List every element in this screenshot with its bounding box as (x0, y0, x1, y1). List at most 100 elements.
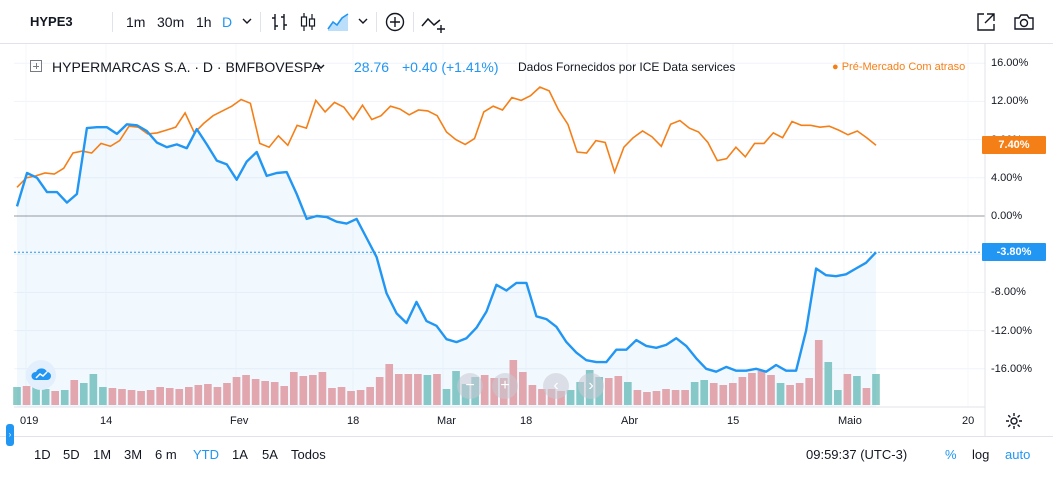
volume-bar (805, 378, 814, 405)
market-status-text: Pré-Mercado Com atraso (841, 61, 966, 73)
y-tick-label: 4.00% (991, 171, 1023, 184)
auto-scale-toggle[interactable]: auto (1005, 447, 1031, 462)
compare-add-icon[interactable] (384, 11, 406, 38)
candles-chart-icon[interactable] (298, 11, 318, 38)
main-value-badge: -3.80% (982, 243, 1046, 262)
volume-bar (118, 389, 126, 405)
x-tick-label: 019 (20, 415, 39, 427)
x-tick-label: 15 (727, 415, 740, 427)
volume-bar (652, 391, 661, 405)
volume-bar (356, 390, 365, 405)
volume-bar (137, 391, 145, 405)
range-ytd[interactable]: YTD (193, 447, 219, 462)
volume-bar (872, 374, 880, 405)
volume-bar (289, 372, 298, 405)
volume-bar (70, 380, 79, 405)
log-scale-toggle[interactable]: log (972, 447, 990, 462)
scroll-left-button[interactable]: ‹ (543, 373, 569, 399)
volume-bar (538, 389, 546, 405)
toolbar-divider (376, 12, 377, 32)
price-change: +0.40 (+1.41%) (402, 59, 499, 75)
camera-icon[interactable] (1012, 11, 1036, 38)
range-5d[interactable]: 5D (63, 447, 80, 462)
side-panel-expand-handle[interactable]: › (6, 424, 14, 446)
volume-bar (127, 390, 136, 405)
volume-bar (681, 390, 689, 405)
clock-timezone[interactable]: 09:59:37 (UTC-3) (806, 447, 908, 462)
volume-bar (452, 371, 460, 405)
top-toolbar: HYPE3 1m 30m 1h D (0, 0, 1053, 44)
volume-bar (776, 383, 785, 405)
main-series-line (15, 123, 877, 373)
range-6m[interactable]: 6 m (155, 447, 177, 462)
bars-chart-icon[interactable] (270, 11, 290, 38)
volume-bar (480, 375, 489, 405)
volume-bar (566, 390, 575, 405)
market-status: ● Pré-Mercado Com atraso (832, 61, 966, 73)
volume-bar (337, 387, 346, 405)
volume-bar (347, 391, 355, 405)
range-1a[interactable]: 1A (232, 447, 248, 462)
volume-bar (662, 389, 670, 405)
volume-bar (270, 382, 279, 405)
range-1m[interactable]: 1M (93, 447, 112, 462)
volume-bar (414, 374, 422, 405)
volume-bar (232, 377, 241, 405)
volume-bar (671, 390, 680, 405)
series-name[interactable]: HYPERMARCAS S.A. · D · BMFBOVESPA (52, 59, 321, 75)
range-5a[interactable]: 5A (262, 447, 278, 462)
volume-bar (404, 374, 413, 405)
interval-30m[interactable]: 30m (157, 14, 185, 30)
area-chart-icon[interactable] (326, 11, 350, 38)
x-tick-label: 20 (962, 415, 975, 427)
percent-scale-toggle[interactable]: % (945, 447, 957, 462)
toolbar-divider (112, 12, 113, 32)
volume-bar (853, 376, 861, 405)
zoom-in-button[interactable]: + (492, 373, 518, 399)
volume-bar (328, 388, 336, 405)
y-tick-label: -8.00% (991, 286, 1026, 299)
y-tick-label: 12.00% (991, 95, 1029, 108)
volume-bar (223, 383, 231, 405)
cloud-icon (31, 368, 51, 380)
cloud-logo-button[interactable] (26, 360, 56, 390)
toolbar-divider (260, 12, 261, 32)
symbol-label[interactable]: HYPE3 (30, 14, 73, 29)
compare-series-line (16, 86, 877, 188)
chart-type-chevron-icon[interactable] (357, 14, 369, 32)
volume-bar (795, 383, 804, 405)
y-tick-label: 16.00% (991, 57, 1029, 70)
volume-bar (156, 387, 164, 405)
zoom-out-button[interactable]: − (457, 373, 483, 399)
scroll-right-button[interactable]: › (578, 373, 604, 399)
range-3m[interactable]: 3M (124, 447, 143, 462)
volume-bar (251, 379, 260, 405)
x-tick-label: Maio (838, 415, 862, 427)
range-1d[interactable]: 1D (34, 447, 51, 462)
volume-bar (614, 376, 623, 405)
volume-bar (261, 381, 269, 405)
interval-dropdown-chevron-icon[interactable] (241, 14, 253, 32)
volume-bar (433, 374, 441, 405)
interval-d[interactable]: D (222, 14, 233, 30)
range-todos[interactable]: Todos (291, 447, 326, 462)
toolbar-divider (413, 12, 414, 32)
interval-1h[interactable]: 1h (196, 14, 212, 30)
volume-bar (633, 390, 642, 405)
y-tick-label: -16.00% (991, 362, 1032, 375)
bottom-toolbar: 1D 5D 1M 3M 6 m YTD 1A 5A Todos 09:59:37… (0, 436, 1053, 477)
volume-bar (22, 386, 31, 405)
volume-bar (442, 389, 451, 405)
price-chart[interactable] (0, 44, 1053, 436)
collapse-legend-icon[interactable] (30, 60, 42, 72)
share-snapshot-icon[interactable] (975, 11, 997, 38)
volume-bar (108, 388, 117, 405)
indicators-icon[interactable] (420, 11, 448, 38)
volume-bar (757, 371, 766, 405)
volume-bar (843, 374, 852, 405)
volume-bar (60, 390, 69, 405)
settings-gear-icon[interactable] (1005, 412, 1023, 435)
interval-1m[interactable]: 1m (126, 14, 146, 30)
volume-bar (738, 377, 747, 405)
series-name-chevron-icon[interactable] (316, 60, 326, 78)
